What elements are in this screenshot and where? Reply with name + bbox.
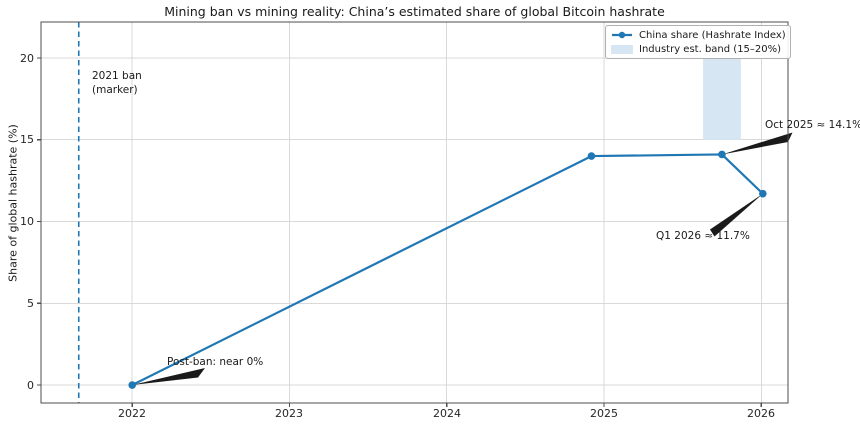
legend-entry-industry-band: Industry est. band (15–20%)	[611, 43, 786, 55]
y-tick-label: 10	[20, 215, 34, 228]
band-patch-swatch-icon	[611, 44, 633, 54]
data-point-oct-2025	[718, 150, 726, 159]
x-tick-label: 2026	[747, 407, 775, 420]
china-share-line	[131, 153, 764, 386]
annotation-oct-2025: Oct 2025 ≈ 14.1%	[765, 119, 860, 131]
y-tick-label: 20	[20, 52, 34, 65]
x-tick-label: 2025	[590, 407, 618, 420]
data-point-dec-2024	[587, 152, 596, 160]
annotation-arrow	[710, 193, 763, 237]
y-tick-label: 15	[20, 133, 34, 146]
y-axis-label: Share of global hashrate (%)	[6, 124, 20, 282]
y-tick-label: 0	[27, 379, 34, 392]
legend-label: China share (Hashrate Index)	[639, 29, 786, 41]
x-tick-label: 2023	[275, 407, 303, 420]
industry-band	[703, 57, 741, 140]
x-tick-label: 2024	[433, 407, 461, 420]
legend-entry-china-share: China share (Hashrate Index)	[611, 29, 786, 41]
data-point-q1-2026	[759, 189, 767, 198]
y-tick-label: 5	[27, 297, 34, 310]
annotation-post-ban: Post-ban: near 0%	[167, 356, 264, 368]
chart-title: Mining ban vs mining reality: China’s es…	[164, 4, 665, 19]
annotation-arrow	[721, 132, 793, 155]
line-marker-swatch-icon	[612, 31, 632, 39]
legend: China share (Hashrate Index) Industry es…	[605, 25, 791, 59]
axes-spines	[40, 21, 789, 404]
data-point-jan-2022	[128, 381, 137, 389]
ban-marker-annotation: 2021 ban (marker)	[92, 70, 142, 97]
ban-marker-annotation-line1: 2021 ban	[92, 70, 142, 82]
annotation-q1-2026: Q1 2026 ≈ 11.7%	[656, 230, 750, 242]
annotation-arrow	[132, 368, 205, 386]
legend-label: Industry est. band (15–20%)	[639, 43, 782, 55]
ban-marker-annotation-line2: (marker)	[92, 83, 138, 96]
x-tick-label: 2022	[118, 407, 146, 420]
